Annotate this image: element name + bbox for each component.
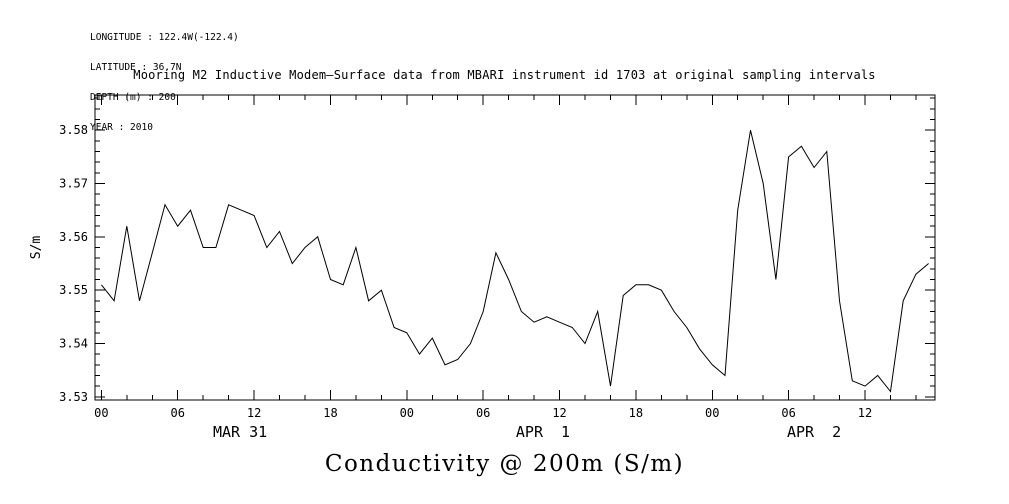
metadata-year: YEAR : 2010 <box>90 122 153 133</box>
x-tick-label: 12 <box>552 406 566 420</box>
y-axis-label: S/m <box>29 236 44 260</box>
x-tick-label: 12 <box>247 406 261 420</box>
conductivity-series-line <box>101 130 929 393</box>
y-tick-label: 3.57 <box>59 177 88 191</box>
metadata-latitude: LATITUDE : 36.7N <box>90 62 182 73</box>
x-date-label: APR 2 <box>787 423 841 441</box>
y-tick-label: 3.55 <box>59 283 88 297</box>
y-tick-label: 3.53 <box>59 390 88 404</box>
x-date-label: MAR 31 <box>213 423 267 441</box>
metadata-depth: DEPTH (m) : 200 <box>90 92 176 103</box>
metadata-longitude: LONGITUDE : 122.4W(-122.4) <box>90 32 239 43</box>
plot-frame <box>94 94 936 401</box>
y-tick-label: 3.54 <box>59 336 88 350</box>
x-date-label: APR 1 <box>516 423 570 441</box>
x-tick-label: 06 <box>781 406 795 420</box>
x-tick-label: 12 <box>858 406 872 420</box>
x-tick-label: 00 <box>705 406 719 420</box>
x-tick-label: 18 <box>629 406 643 420</box>
x-tick-label: 06 <box>171 406 185 420</box>
x-tick-label: 00 <box>94 406 108 420</box>
x-tick-label: 18 <box>323 406 337 420</box>
x-tick-label: 00 <box>400 406 414 420</box>
x-tick-label: 06 <box>476 406 490 420</box>
y-tick-label: 3.58 <box>59 123 88 137</box>
y-tick-label: 3.56 <box>59 230 88 244</box>
station-metadata: LONGITUDE : 122.4W(-122.4) LATITUDE : 36… <box>90 13 239 153</box>
chart-title: Mooring M2 Inductive Modem—Surface data … <box>133 68 876 82</box>
chart-bottom-title: Conductivity @ 200m (S/m) <box>324 451 685 477</box>
